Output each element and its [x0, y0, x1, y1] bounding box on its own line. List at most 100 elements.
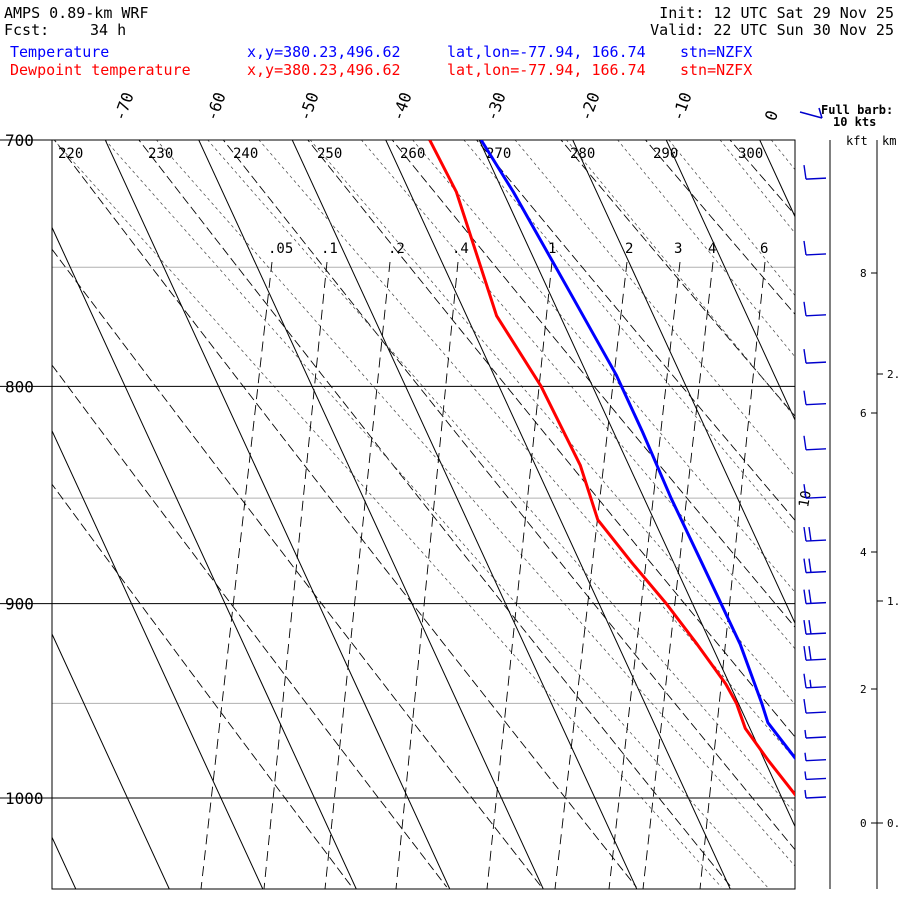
legend-temperature-stn: stn=NZFX — [680, 43, 753, 61]
moist-adiabat-line — [870, 135, 900, 887]
mixing-ratio-label: 4 — [708, 241, 716, 257]
full-barb-legend: Full barb: — [821, 103, 893, 117]
temperature-tick-label: -30 — [482, 90, 510, 124]
mixing-ratio-label: .2 — [388, 241, 405, 257]
wind-barb-flag — [808, 558, 812, 573]
temperature-tick-label: -20 — [576, 90, 604, 124]
full-barb-example-icon — [818, 107, 823, 119]
wind-barb — [803, 673, 827, 689]
mixing-ratio-label: .1 — [321, 241, 338, 257]
kft-tick-label: 2 — [860, 683, 867, 696]
wind-barb — [803, 301, 827, 317]
legend-temperature-xy: x,y=380.23,496.62 — [247, 43, 401, 61]
wind-barb-flag — [808, 526, 812, 542]
wind-barb-staff — [805, 539, 827, 542]
wind-barb-flag — [803, 301, 807, 316]
wind-barb-flag — [803, 673, 807, 688]
mixing-ratio-label: 6 — [760, 241, 768, 257]
wind-barb-staff — [805, 686, 827, 689]
wind-barb-flag — [803, 558, 807, 573]
wind-barb-half-flag — [804, 729, 807, 739]
temperature-tick-label: -60 — [202, 90, 230, 124]
isotherm-line — [52, 632, 170, 889]
wind-barb-staff — [805, 759, 827, 762]
mixing-ratio-line — [608, 261, 681, 889]
mixing-ratio-label: .05 — [268, 241, 293, 257]
wind-barb-flag — [808, 589, 812, 604]
mixing-ratio-label: .4 — [452, 241, 469, 257]
pressure-tick-label: 900 — [5, 595, 34, 614]
pressure-tick-label: 800 — [5, 377, 34, 396]
dry-adiabat-line — [476, 140, 795, 521]
legend-dewpoint-stn: stn=NZFX — [680, 61, 753, 79]
dry-adiabat-line — [52, 364, 448, 888]
temperature-tick-label: -40 — [388, 90, 416, 124]
dry-adiabat-line — [810, 135, 900, 887]
wind-barb-staff — [805, 632, 827, 635]
wind-barb-half-flag — [804, 771, 807, 780]
temperature-tick-label: 0 — [761, 108, 782, 124]
dewpoint-line — [428, 140, 795, 797]
wind-barb — [803, 646, 827, 661]
wind-barb — [803, 390, 827, 406]
theta-label: 280 — [570, 146, 595, 162]
wind-barb-staff — [805, 601, 827, 605]
wind-barb-flag — [803, 349, 807, 364]
theta-label: 260 — [400, 146, 425, 162]
wind-barb-flag — [803, 589, 807, 604]
dry-adiabat-line — [560, 140, 795, 417]
legend-dewpoint-name: Dewpoint temperature — [10, 61, 191, 79]
forecast-label: Fcst: — [4, 21, 50, 39]
wind-barb-staff — [805, 177, 827, 180]
moist-adiabat-line — [770, 140, 795, 171]
temperature-tick-label: -70 — [110, 90, 138, 124]
kft-tick-label: 0 — [860, 817, 867, 830]
theta-label: 220 — [58, 146, 83, 162]
wind-barb-flag — [803, 484, 807, 499]
isotherm-line — [291, 140, 638, 889]
temperature-line — [479, 140, 795, 761]
moist-adiabat-line — [463, 140, 795, 536]
wind-barb-half-flag — [804, 789, 807, 799]
isotherm-line — [478, 140, 795, 828]
wind-barb-staff — [805, 496, 827, 499]
isotherm-line — [385, 140, 731, 889]
wind-barb-staff — [805, 253, 827, 256]
dry-adiabat-line — [138, 140, 732, 888]
moist-adiabat-line — [207, 140, 795, 814]
theta-label: 290 — [653, 146, 678, 162]
init-time: Init: 12 UTC Sat 29 Nov 25 — [659, 4, 894, 22]
km-tick-label: 0. — [887, 817, 900, 830]
legend-temperature-name: Temperature — [10, 43, 110, 61]
wind-barb-staff — [805, 361, 827, 364]
mixing-ratio-label: 3 — [674, 241, 682, 257]
wind-barb-flag — [803, 620, 807, 635]
isotherm-line — [572, 140, 795, 625]
plot-frame — [51, 139, 796, 890]
wind-barb-half-flag — [804, 752, 807, 761]
isotherm-line — [844, 120, 900, 900]
wind-barb — [804, 752, 827, 762]
km-tick-label: 1. — [887, 595, 900, 608]
wind-barb — [803, 558, 827, 574]
wind-barb-flag — [803, 390, 807, 405]
mixing-ratio-line — [200, 261, 273, 889]
legend-dewpoint-xy: x,y=380.23,496.62 — [247, 61, 401, 79]
moist-adiabat-line — [565, 140, 795, 418]
wind-barb — [803, 526, 827, 542]
wind-barb-staff — [805, 314, 827, 317]
wind-barb-flag — [803, 698, 807, 714]
theta-label: 230 — [148, 146, 173, 162]
dry-adiabat-line — [729, 140, 795, 216]
wind-barb-flag — [803, 526, 807, 542]
model-title: AMPS 0.89-km WRF — [4, 4, 149, 22]
wind-barb — [804, 729, 827, 739]
legend-dewpoint-latlon: lat,lon=-77.94, 166.74 — [447, 61, 646, 79]
moist-adiabat-line — [53, 140, 722, 888]
moist-adiabat-line — [412, 140, 795, 593]
isotherm-line — [52, 226, 357, 889]
moist-adiabat-line — [819, 135, 900, 887]
dry-adiabat-line — [391, 140, 795, 628]
wind-barb-half-flag — [809, 679, 812, 688]
